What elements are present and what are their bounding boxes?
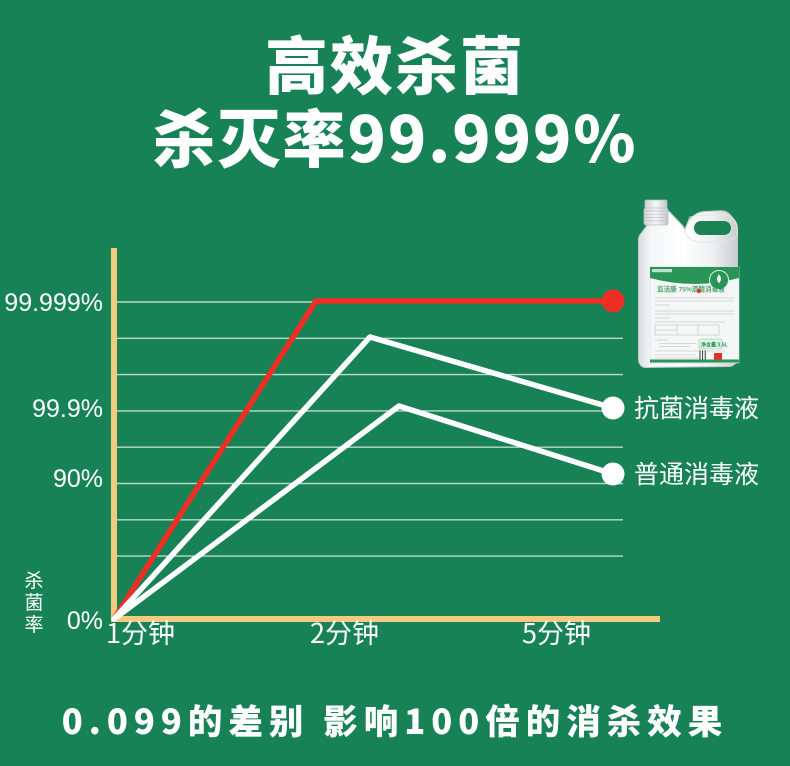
- svg-text:净含量:3.5L: 净含量:3.5L: [701, 341, 728, 348]
- svg-text:监洁康 75%酒精消毒液: 监洁康 75%酒精消毒液: [657, 285, 725, 294]
